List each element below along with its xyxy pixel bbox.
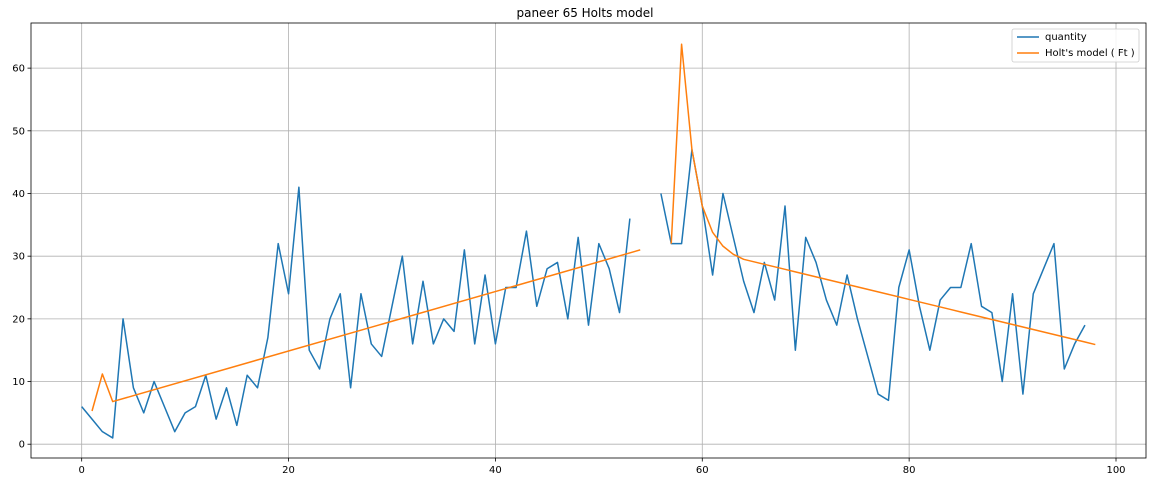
legend-label-holts-model: Holt's model ( Ft ) — [1045, 48, 1135, 59]
y-tick-label: 60 — [12, 64, 25, 75]
y-tick-label: 20 — [12, 314, 25, 325]
y-tick-label: 30 — [12, 252, 25, 263]
ticks: 0 20 40 60 80 100 0 10 20 30 40 50 60 — [12, 64, 1125, 476]
x-tick-label: 80 — [903, 465, 916, 476]
chart-title: paneer 65 Holts model — [516, 6, 653, 20]
y-tick-label: 40 — [12, 189, 25, 200]
x-tick-label: 100 — [1106, 465, 1125, 476]
series-layer — [81, 43, 1096, 439]
y-tick-label: 10 — [12, 377, 25, 388]
series-line-0 — [81, 148, 1086, 439]
x-tick-label: 20 — [282, 465, 295, 476]
x-tick-label: 0 — [78, 465, 84, 476]
legend-frame — [1011, 28, 1140, 63]
y-tick-label: 0 — [19, 440, 25, 451]
plot-frame — [30, 22, 1147, 459]
y-tick-label: 50 — [12, 126, 25, 137]
series-line-1 — [91, 43, 1096, 412]
x-tick-label: 40 — [489, 465, 502, 476]
legend-label-quantity: quantity — [1045, 32, 1087, 43]
legend: quantity Holt's model ( Ft ) — [1011, 28, 1140, 63]
x-tick-label: 60 — [696, 465, 709, 476]
